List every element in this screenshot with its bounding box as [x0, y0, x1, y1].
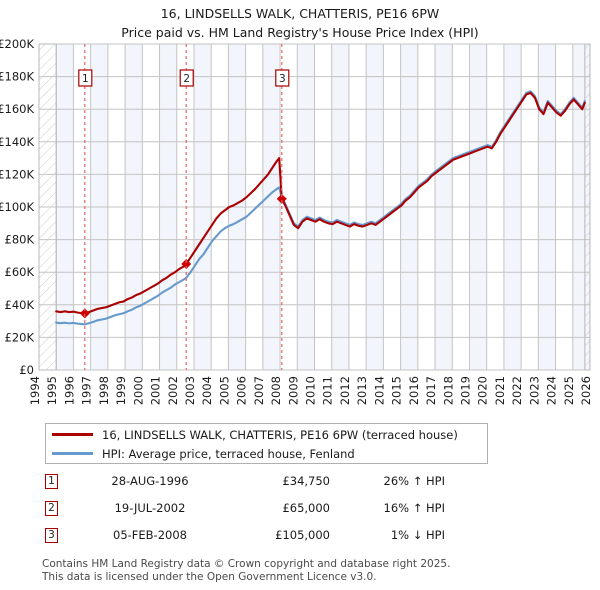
transactions-table: 1 28-AUG-1996 £34,750 26% ↑ HPI 2 19-JUL…: [45, 472, 475, 553]
svg-text:2015: 2015: [390, 376, 404, 405]
title-line-2: Price paid vs. HM Land Registry's House …: [121, 25, 479, 40]
svg-text:£160K: £160K: [0, 102, 34, 116]
transaction-price-2: £65,000: [282, 501, 330, 515]
svg-text:2001: 2001: [149, 376, 163, 405]
svg-text:2009: 2009: [286, 376, 300, 405]
footer-line-1: Contains HM Land Registry data © Crown c…: [42, 558, 451, 570]
chart-legend: 16, LINDSELLS WALK, CHATTERIS, PE16 6PW …: [45, 423, 488, 464]
svg-text:1994: 1994: [28, 376, 42, 405]
svg-text:2000: 2000: [131, 376, 145, 405]
transaction-markers: [79, 193, 287, 319]
transaction-badge-3: 3: [45, 528, 58, 543]
svg-text:2007: 2007: [252, 376, 266, 405]
copyright-footer: Contains HM Land Registry data © Crown c…: [42, 558, 582, 584]
svg-text:2005: 2005: [217, 376, 231, 405]
title-line-1: 16, LINDSELLS WALK, CHATTERIS, PE16 6PW: [160, 6, 440, 21]
svg-text:£80K: £80K: [5, 233, 35, 247]
series-lines: [55, 90, 586, 326]
svg-text:2017: 2017: [424, 376, 438, 405]
svg-text:1999: 1999: [114, 376, 128, 405]
svg-text:2010: 2010: [304, 376, 318, 405]
transaction-hpi-delta-2: 16% ↑ HPI: [383, 501, 445, 515]
svg-text:£200K: £200K: [0, 37, 34, 51]
transaction-date-3: 05-FEB-2008: [113, 528, 187, 542]
legend-label-hpi: HPI: Average price, terraced house, Fenl…: [102, 446, 355, 461]
transaction-hpi-delta-3: 1% ↓ HPI: [390, 528, 445, 542]
svg-text:£100K: £100K: [0, 200, 34, 214]
svg-text:2004: 2004: [200, 376, 214, 405]
annotation-callouts: 1 2 3: [78, 44, 290, 370]
svg-text:1: 1: [82, 73, 89, 85]
svg-text:2024: 2024: [545, 376, 559, 405]
svg-text:£20K: £20K: [5, 330, 35, 344]
transaction-date-1: 28-AUG-1996: [111, 474, 189, 488]
svg-text:2021: 2021: [493, 376, 507, 405]
svg-text:1995: 1995: [45, 376, 59, 405]
svg-text:2002: 2002: [166, 376, 180, 405]
svg-text:2026: 2026: [579, 376, 593, 405]
svg-text:2003: 2003: [183, 376, 197, 405]
transaction-hpi-delta-1: 26% ↑ HPI: [383, 474, 445, 488]
legend-swatch-hpi: [52, 452, 93, 455]
table-row: 1 28-AUG-1996 £34,750 26% ↑ HPI: [45, 472, 475, 499]
svg-text:2014: 2014: [372, 376, 386, 405]
footer-line-2: This data is licensed under the Open Gov…: [42, 571, 377, 583]
svg-text:1998: 1998: [97, 376, 111, 405]
svg-text:2013: 2013: [355, 376, 369, 405]
svg-text:2: 2: [183, 73, 190, 85]
transaction-badge-2: 2: [45, 501, 58, 516]
price-history-chart: £0 £20K £40K £60K £80K £100K £120K £140K £160K £1…: [0, 37, 593, 405]
no-data-hatch-bands: [38, 43, 591, 371]
svg-text:£60K: £60K: [5, 265, 35, 279]
svg-text:1997: 1997: [80, 376, 94, 405]
y-axis-labels: £0 £20K £40K £60K £80K £100K £120K £140K £160K £1…: [0, 37, 34, 377]
x-axis-labels: 1994 1995 1996 1997 1998 1999 2000 2001 2002 2003…: [28, 376, 593, 405]
svg-text:£40K: £40K: [5, 298, 35, 312]
svg-text:2008: 2008: [269, 376, 283, 405]
legend-item-property: 16, LINDSELLS WALK, CHATTERIS, PE16 6PW …: [46, 425, 487, 444]
transaction-price-3: £105,000: [275, 528, 330, 542]
transaction-price-1: £34,750: [282, 474, 330, 488]
svg-text:£120K: £120K: [0, 167, 34, 181]
svg-text:£180K: £180K: [0, 70, 34, 84]
svg-text:2006: 2006: [235, 376, 249, 405]
svg-text:2011: 2011: [321, 376, 335, 405]
svg-text:2016: 2016: [407, 376, 421, 405]
transaction-date-2: 19-JUL-2002: [114, 501, 186, 515]
svg-text:£0: £0: [19, 363, 34, 377]
svg-text:2012: 2012: [338, 376, 352, 405]
table-row: 2 19-JUL-2002 £65,000 16% ↑ HPI: [45, 499, 475, 526]
transaction-badge-1: 1: [45, 474, 58, 489]
legend-label-property: 16, LINDSELLS WALK, CHATTERIS, PE16 6PW …: [102, 427, 458, 442]
page-title: 16, LINDSELLS WALK, CHATTERIS, PE16 6PW …: [0, 4, 600, 42]
svg-text:2023: 2023: [527, 376, 541, 405]
svg-text:2019: 2019: [458, 376, 472, 405]
legend-item-hpi: HPI: Average price, terraced house, Fenl…: [46, 444, 487, 463]
legend-swatch-property: [52, 433, 93, 436]
svg-text:2020: 2020: [476, 376, 490, 405]
svg-text:2022: 2022: [510, 376, 524, 405]
svg-text:3: 3: [279, 73, 286, 85]
svg-text:£140K: £140K: [0, 135, 34, 149]
table-row: 3 05-FEB-2008 £105,000 1% ↓ HPI: [45, 526, 475, 553]
svg-text:2025: 2025: [562, 376, 576, 405]
svg-text:2018: 2018: [441, 376, 455, 405]
svg-text:1996: 1996: [62, 376, 76, 405]
